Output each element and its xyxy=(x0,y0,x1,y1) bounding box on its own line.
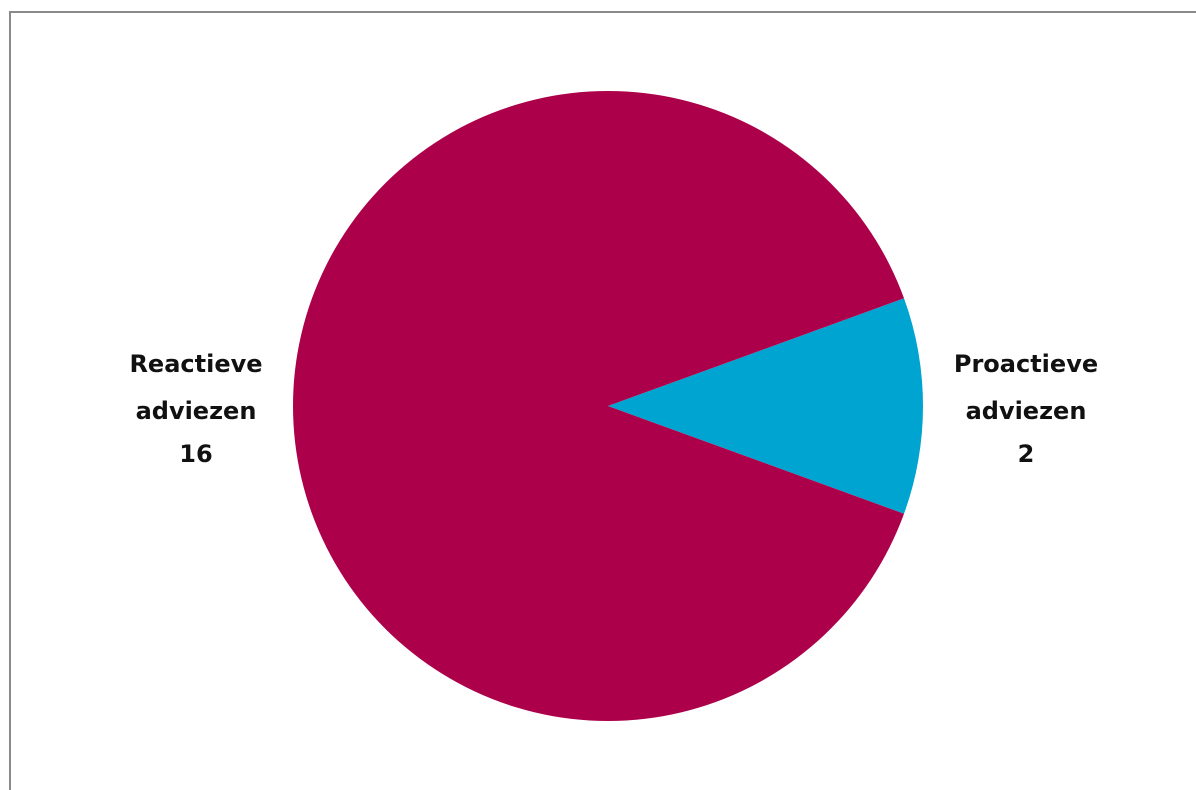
slice-value-proactieve: 2 xyxy=(1018,440,1035,468)
pie-slice-reactieve xyxy=(292,90,905,721)
slice-label-reactieve-line1: Reactieve xyxy=(129,350,262,378)
slice-label-reactieve-line2: adviezen xyxy=(136,397,257,425)
pie-slice-proactieve xyxy=(608,298,923,514)
slice-label-proactieve-line2: adviezen xyxy=(966,397,1087,425)
slice-value-reactieve: 16 xyxy=(179,440,212,468)
slice-label-proactieve-line1: Proactieve xyxy=(954,350,1098,378)
pie-slices xyxy=(292,90,923,721)
